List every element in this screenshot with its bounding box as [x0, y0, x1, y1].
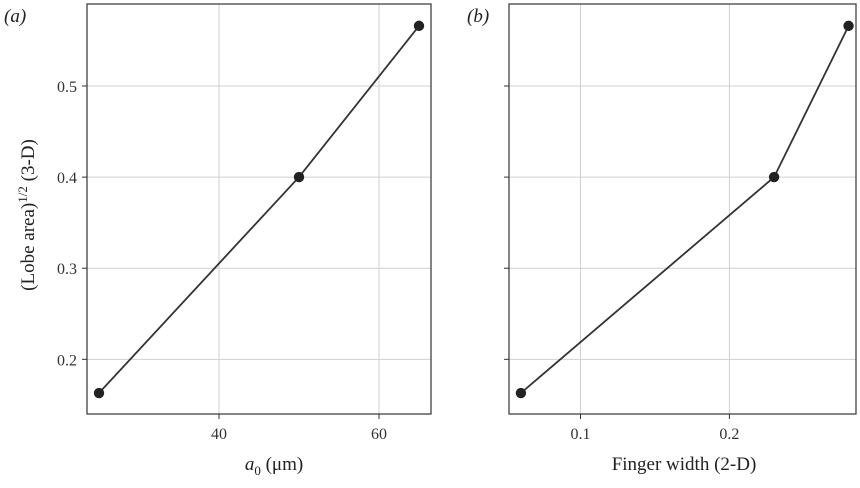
- panel-a: 40 60 0.2 0.3 0.4 0.5 (a) a0 (μm) (Lobe area)…: [4, 3, 432, 478]
- y-axis-label-superscript: 1/2: [15, 186, 30, 203]
- panel-b-ticks: 0.1 0.2: [504, 85, 739, 443]
- panel-b-frame: [508, 3, 857, 415]
- y-tick-label: 0.5: [57, 79, 77, 96]
- series-line: [520, 25, 850, 394]
- x-axis-label-a-subscript: 0: [254, 463, 261, 478]
- y-tick-label: 0.2: [57, 352, 77, 369]
- y-axis-label-rest: (3-D): [18, 139, 39, 186]
- data-point: [293, 171, 305, 183]
- panel-label-b: (b): [467, 6, 489, 27]
- panel-label-a: (a): [4, 6, 26, 27]
- series-line: [98, 25, 420, 394]
- y-tick-label: 0.4: [57, 170, 77, 187]
- panel-a-series: [93, 20, 425, 399]
- x-axis-label-a-symbol: a: [245, 454, 255, 475]
- x-tick-label: 0.1: [570, 426, 590, 443]
- panel-a-grid: [87, 4, 431, 414]
- y-axis-label: (Lobe area)1/2 (3-D): [15, 139, 39, 291]
- y-tick-label: 0.3: [57, 261, 77, 278]
- y-axis-label-main: (Lobe area): [18, 203, 39, 291]
- x-axis-label-a: a0 (μm): [245, 454, 303, 478]
- panel-a-frame: [86, 3, 432, 415]
- panel-b-grid: [509, 4, 856, 414]
- panel-a-ticks: 40 60 0.2 0.3 0.4 0.5: [57, 79, 387, 443]
- data-point: [843, 20, 854, 32]
- data-point: [93, 387, 105, 399]
- x-tick-label: 40: [211, 426, 227, 443]
- data-point: [515, 387, 527, 399]
- x-tick-label: 0.2: [719, 426, 739, 443]
- data-point: [413, 20, 425, 32]
- x-axis-label-b: Finger width (2-D): [612, 454, 757, 475]
- panel-b: 0.1 0.2 (b) Finger width (2-D): [467, 3, 857, 475]
- panel-b-series: [515, 20, 854, 399]
- data-point: [768, 171, 780, 183]
- x-axis-label-a-unit: (μm): [261, 454, 303, 475]
- x-tick-label: 60: [371, 426, 387, 443]
